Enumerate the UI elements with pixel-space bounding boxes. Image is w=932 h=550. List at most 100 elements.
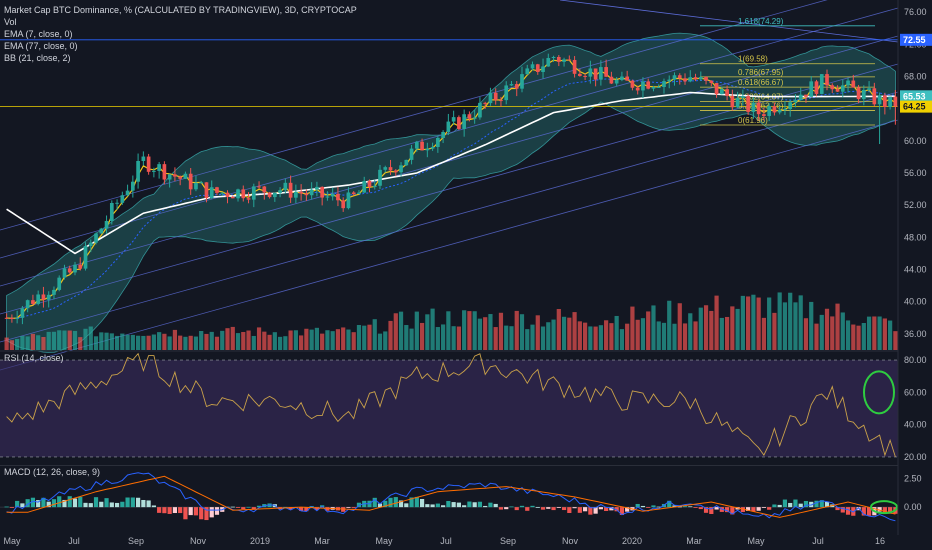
macd-histogram-bar [856, 507, 861, 511]
candle-body [793, 99, 798, 103]
volume-bar [819, 314, 824, 350]
candle-body [825, 74, 829, 86]
volume-bar [419, 322, 425, 350]
legend-rsi[interactable]: RSI (14, close) [4, 353, 64, 363]
macd-histogram-bar [120, 501, 125, 508]
candle-body [125, 190, 130, 196]
macd-histogram-bar [682, 506, 688, 508]
time-tick-label: Sep [500, 536, 516, 546]
macd-histogram-bar [688, 506, 693, 508]
candle-body [604, 67, 608, 77]
macd-histogram-bar [214, 507, 220, 515]
candle-body [578, 73, 582, 76]
macd-histogram-bar [882, 507, 887, 513]
volume-bar [214, 336, 220, 350]
legend-ema77[interactable]: EMA (77, close, 0) [4, 41, 78, 51]
macd-histogram-bar [193, 507, 199, 516]
volume-bar [41, 336, 46, 350]
volume-bar [25, 336, 30, 350]
candle-body [388, 167, 393, 171]
volume-bar [51, 331, 57, 350]
candle-body [588, 68, 593, 77]
time-tick-label: May [3, 536, 21, 546]
candle-body [620, 76, 624, 81]
macd-histogram-bar [546, 507, 551, 509]
macd-histogram-bar [798, 503, 803, 508]
volume-bar [99, 332, 104, 350]
candle-body [509, 84, 514, 86]
time-tick-label: Mar [314, 536, 330, 546]
volume-bar [351, 332, 356, 350]
macd-histogram-bar [404, 503, 409, 508]
volume-bar [556, 309, 561, 350]
candle-body [257, 186, 261, 188]
volume-bar [593, 326, 598, 350]
candle-body [378, 169, 382, 186]
volume-bar [209, 331, 214, 350]
main-legend: Market Cap BTC Dominance, % (CALCULATED … [4, 4, 357, 64]
volume-bar [767, 297, 772, 350]
price-pane[interactable]: 1.618(74.29) 1(69.58) 0.786(67.95)0.618(66… [0, 0, 899, 371]
chart-title[interactable]: Market Cap BTC Dominance, % (CALCULATED … [4, 5, 357, 15]
volume-bar [383, 331, 388, 350]
rsi-pane[interactable] [0, 352, 898, 458]
volume-bar [272, 332, 277, 350]
macd-histogram-bar [504, 507, 509, 510]
macd-histogram-bar [477, 501, 483, 508]
macd-histogram-bar [157, 507, 162, 513]
macd-histogram-bar [866, 507, 872, 516]
legend-macd[interactable]: MACD (12, 26, close, 9) [4, 467, 101, 477]
macd-histogram-bar [772, 504, 777, 508]
volume-bar [367, 324, 372, 350]
price-tick-label: 36.00 [904, 329, 927, 339]
candle-body [173, 174, 177, 177]
volume-bar [225, 328, 230, 350]
volume-bar [320, 333, 325, 350]
volume-bar [356, 325, 362, 350]
volume-bar [882, 318, 887, 350]
candle-body [541, 66, 545, 72]
candle-body [698, 77, 703, 80]
volume-bar [619, 329, 625, 350]
macd-histogram-bar [62, 499, 67, 508]
candle-body [472, 117, 477, 119]
macd-histogram-bar [845, 507, 851, 515]
macd-histogram-bar [209, 507, 214, 518]
candle-body [15, 317, 19, 319]
candle-body [262, 186, 267, 193]
macd-histogram-bar [325, 507, 330, 511]
volume-bar [341, 327, 346, 350]
candle-body [383, 167, 388, 170]
candle-body [225, 192, 230, 197]
volume-bar [377, 333, 383, 350]
candle-body [136, 160, 140, 182]
macd-histogram-bar [441, 505, 446, 508]
macd-histogram-bar [761, 507, 767, 508]
price-tick-label: 40.00 [904, 297, 927, 307]
legend-ema7[interactable]: EMA (7, close, 0) [4, 29, 73, 39]
time-tick-label: Nov [190, 536, 207, 546]
macd-pane[interactable] [0, 472, 898, 522]
macd-histogram-bar [667, 500, 672, 508]
candle-body [488, 92, 493, 104]
volume-bar [62, 330, 67, 350]
volume-bar [125, 334, 130, 350]
volume-bar [814, 323, 819, 350]
volume-bar [283, 336, 288, 350]
candle-body [635, 87, 640, 91]
price-tick-label: 76.00 [904, 7, 927, 17]
candle-body [278, 190, 282, 193]
volume-bar [877, 316, 882, 350]
candle-body [251, 186, 256, 200]
candle-body [436, 137, 440, 147]
legend-vol[interactable]: Vol [4, 17, 17, 27]
candle-body [420, 141, 424, 151]
macd-histogram-bar [751, 507, 756, 512]
macd-histogram-bar [609, 507, 614, 511]
macd-histogram-bar [393, 497, 398, 508]
legend-bb[interactable]: BB (21, close, 2) [4, 53, 71, 63]
macd-histogram-bar [519, 505, 525, 508]
channel-line [0, 119, 899, 371]
volume-bar [551, 319, 556, 350]
candle-body [430, 146, 435, 149]
